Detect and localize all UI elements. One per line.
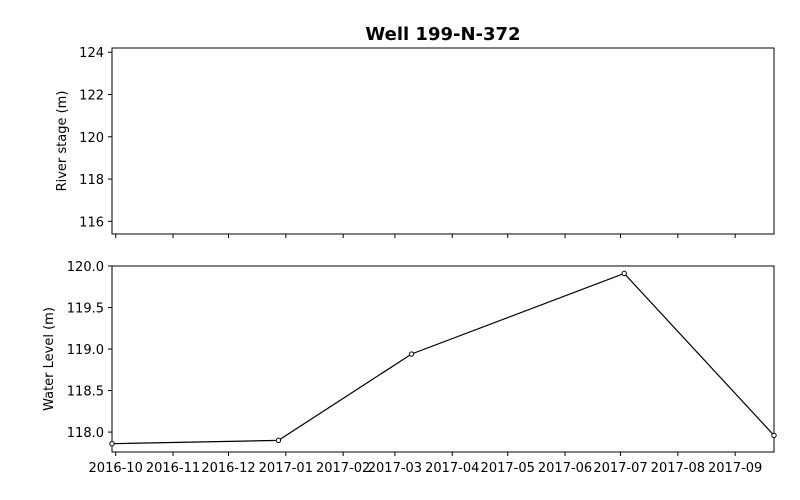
water-level-plot-frame <box>111 265 775 453</box>
water-level-y-axis-label: Water Level (m) <box>42 307 57 411</box>
x-tick-label: 2017-02 <box>316 461 370 476</box>
river-stage-y-tick-label: 124 <box>79 46 104 61</box>
x-tick-label: 2016-11 <box>146 461 200 476</box>
water-level-data-point <box>275 437 282 444</box>
river-stage-y-tick-label: 122 <box>79 89 104 104</box>
water-level-y-tick-label: 118.0 <box>67 426 104 441</box>
x-tick-label: 2017-03 <box>368 461 422 476</box>
x-tick-label: 2017-01 <box>259 461 313 476</box>
river-stage-panel: River stage (m) 116 118 120 122 124 <box>55 46 775 238</box>
x-tick-label: 2016-12 <box>201 461 255 476</box>
water-level-data-point <box>771 432 777 439</box>
water-level-y-tick-label: 118.5 <box>67 385 104 400</box>
x-tick-label: 2017-09 <box>708 461 762 476</box>
river-stage-y-axis-label: River stage (m) <box>55 91 70 192</box>
x-tick-label: 2016-10 <box>89 461 143 476</box>
x-tick-label: 2017-06 <box>538 461 592 476</box>
river-stage-y-tick-label: 118 <box>79 173 104 188</box>
x-tick-label: 2017-05 <box>481 461 535 476</box>
water-level-panel: Water Level (m) 118.0 118.5 119.0 119.5 120.… <box>42 260 777 476</box>
river-stage-plot-frame <box>111 47 775 235</box>
chart-title: Well 199-N-372 <box>365 24 520 45</box>
x-tick-label: 2017-07 <box>593 461 647 476</box>
water-level-y-tick-label: 119.5 <box>67 302 104 317</box>
water-level-data-point <box>621 270 627 277</box>
water-level-y-tick-label: 120.0 <box>67 260 104 275</box>
water-level-data-point <box>408 351 415 357</box>
river-stage-y-tick-label: 120 <box>79 131 104 146</box>
x-tick-label: 2017-04 <box>425 461 479 476</box>
water-level-y-tick-label: 119.0 <box>67 343 104 358</box>
river-stage-y-tick-label: 116 <box>79 215 104 230</box>
water-level-data-point <box>109 440 115 447</box>
x-tick-label: 2017-08 <box>651 461 705 476</box>
